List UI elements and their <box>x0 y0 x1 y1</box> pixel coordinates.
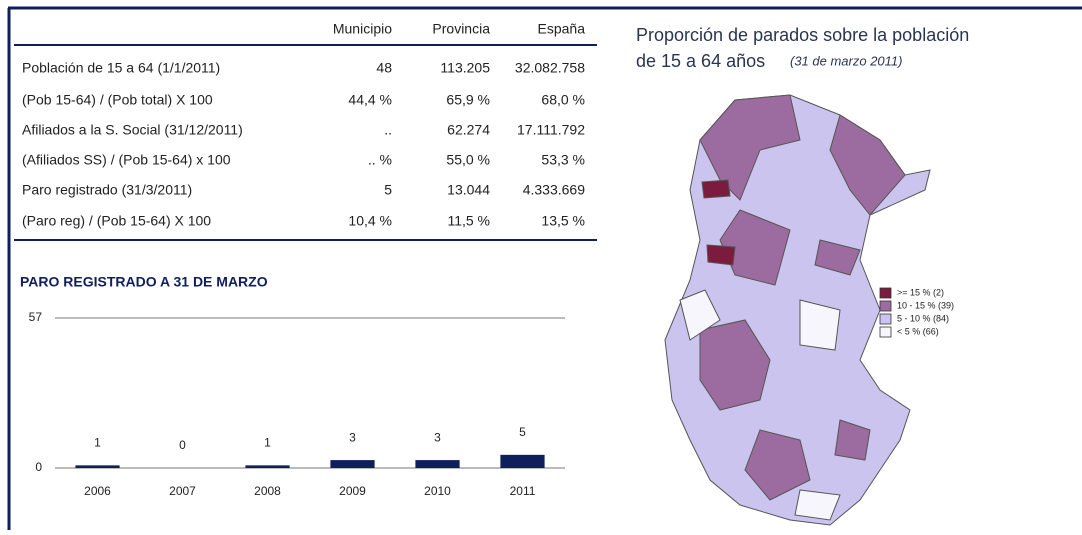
cell: 17.111.792 <box>517 122 585 138</box>
region <box>829 114 906 216</box>
row-label: Paro registrado (31/3/2011) <box>22 182 192 198</box>
value-label: 1 <box>264 436 271 450</box>
value-label: 1 <box>94 436 101 450</box>
legend-swatch <box>879 287 892 299</box>
region <box>814 239 861 276</box>
region <box>834 419 871 461</box>
cell: 65,9 % <box>446 92 490 108</box>
cell: 11,5 % <box>447 213 490 229</box>
x-tick-label: 2008 <box>254 484 281 498</box>
cell: 44,4 % <box>348 92 392 108</box>
region <box>794 489 841 521</box>
value-label: 0 <box>179 438 186 452</box>
legend-label: 5 - 10 % (84) <box>897 313 949 323</box>
cell: 10,4 % <box>348 213 392 229</box>
cell: 13.044 <box>447 182 490 198</box>
region <box>719 209 791 286</box>
value-label: 3 <box>434 430 441 444</box>
x-tick-label: 2006 <box>84 484 111 498</box>
x-tick-label: 2010 <box>424 484 451 498</box>
bar <box>415 460 460 468</box>
bar <box>75 465 120 468</box>
cell: 13,5 % <box>541 213 585 229</box>
region <box>744 429 811 501</box>
bar <box>500 454 545 468</box>
row-label: Afiliados a la S. Social (31/12/2011) <box>22 122 243 138</box>
row-label: (Afiliados SS) / (Pob 15-64) x 100 <box>22 152 231 168</box>
map-title: Proporción de parados sobre la población <box>636 25 969 45</box>
map <box>664 94 931 526</box>
x-tick-label: 2007 <box>169 484 196 498</box>
cell: 53,3 % <box>541 152 585 168</box>
legend-swatch <box>879 326 892 338</box>
legend-swatch <box>879 300 892 312</box>
region <box>701 179 731 199</box>
cell: 68,0 % <box>541 92 585 108</box>
chart-title: PARO REGISTRADO A 31 DE MARZO <box>20 274 268 290</box>
row-label: (Paro reg) / (Pob 15-64) X 100 <box>22 213 211 229</box>
column-header: España <box>538 21 586 37</box>
row-label: (Pob 15-64) / (Pob total) X 100 <box>22 92 213 108</box>
region <box>799 299 841 351</box>
legend-label: 10 - 15 % (39) <box>897 300 954 310</box>
cell: 5 <box>384 182 392 198</box>
region <box>699 94 801 201</box>
x-tick-label: 2011 <box>510 484 536 498</box>
y-tick-label: 57 <box>29 310 43 324</box>
y-tick-label: 0 <box>35 460 42 474</box>
legend-label: < 5 % (66) <box>897 326 939 336</box>
value-label: 5 <box>519 425 526 439</box>
bar <box>330 460 375 468</box>
legend-swatch <box>879 313 892 325</box>
cell: 48 <box>376 60 392 76</box>
map-title: de 15 a 64 años <box>636 51 765 71</box>
region <box>699 319 771 411</box>
region <box>679 289 721 341</box>
row-label: Población de 15 a 64 (1/1/2011) <box>22 60 220 76</box>
region <box>706 244 736 266</box>
x-tick-label: 2009 <box>339 484 366 498</box>
cell: .. <box>384 122 392 138</box>
value-label: 3 <box>349 430 356 444</box>
bar <box>245 465 290 468</box>
cell: 55,0 % <box>446 152 490 168</box>
legend-label: >= 15 % (2) <box>897 287 944 297</box>
cell: 113.205 <box>440 60 490 76</box>
column-header: Provincia <box>432 21 490 37</box>
cell: 32.082.758 <box>515 60 585 76</box>
cell: 62.274 <box>447 122 490 138</box>
map-subtitle: (31 de marzo 2011) <box>790 53 903 68</box>
cell: 4.333.669 <box>523 182 585 198</box>
cell: .. % <box>368 152 392 168</box>
column-header: Municipio <box>333 21 392 37</box>
